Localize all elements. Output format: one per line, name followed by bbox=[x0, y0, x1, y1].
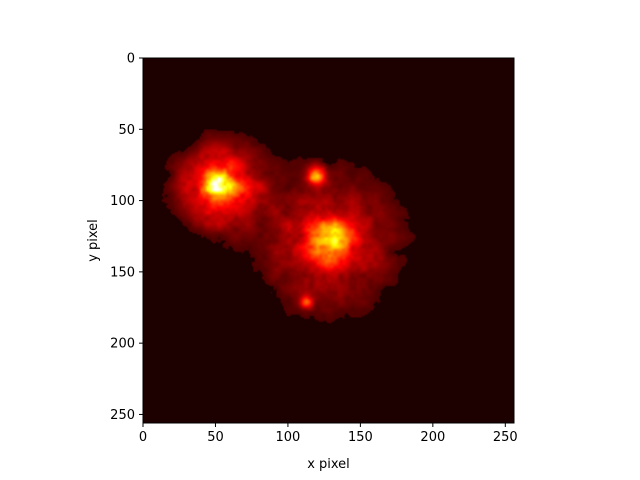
x-tick-label: 0 bbox=[139, 430, 147, 445]
y-tick-label: 0 bbox=[127, 52, 135, 67]
heatmap-plot-area bbox=[142, 57, 515, 424]
x-tick-label: 50 bbox=[207, 430, 224, 445]
y-tick-label: 200 bbox=[110, 337, 135, 352]
y-tick-label: 100 bbox=[110, 194, 135, 209]
x-axis-ticks: 0 50 100 150 200 250 bbox=[139, 423, 518, 445]
y-tick-label: 250 bbox=[110, 408, 135, 423]
x-tick-label: 100 bbox=[276, 430, 301, 445]
x-tick-label: 200 bbox=[420, 430, 445, 445]
y-tick-label: 150 bbox=[110, 265, 135, 280]
heatmap-image bbox=[143, 58, 514, 423]
x-axis-label: x pixel bbox=[307, 457, 350, 472]
x-tick-label: 150 bbox=[348, 430, 373, 445]
y-tick-label: 50 bbox=[118, 123, 135, 138]
y-axis-ticks: 0 50 100 150 200 250 bbox=[110, 52, 143, 423]
axes-frame bbox=[142, 57, 515, 424]
x-tick-label: 250 bbox=[493, 430, 518, 445]
y-axis-label: y pixel bbox=[86, 219, 101, 262]
